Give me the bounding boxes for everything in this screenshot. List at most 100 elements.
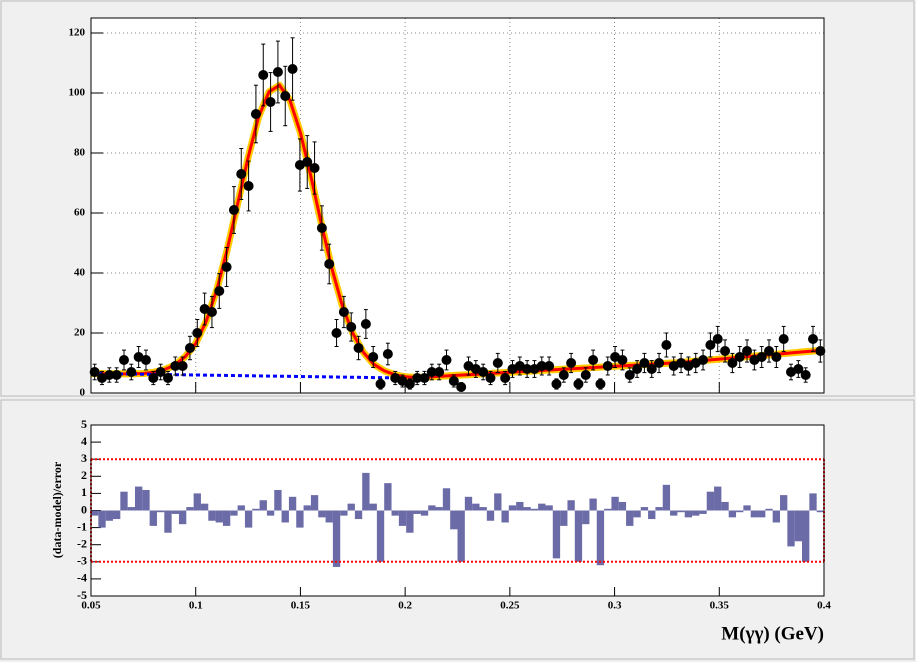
residual-bar bbox=[281, 510, 289, 523]
top-plot-area bbox=[91, 18, 824, 393]
data-point bbox=[221, 262, 232, 272]
data-point bbox=[793, 364, 804, 374]
data-point bbox=[111, 370, 122, 380]
residual-bar bbox=[457, 510, 465, 562]
x-tick-label: 0.4 bbox=[817, 600, 831, 612]
residual-bar bbox=[369, 503, 377, 511]
residual-bar bbox=[288, 496, 297, 511]
residual-bar bbox=[523, 507, 531, 511]
y-axis-label: (data-model)/error bbox=[50, 461, 64, 558]
data-point bbox=[522, 364, 533, 374]
residual-bar bbox=[618, 501, 627, 511]
residual-bar bbox=[596, 510, 605, 566]
data-point bbox=[573, 379, 584, 389]
residual-bar bbox=[809, 493, 817, 511]
data-point bbox=[162, 373, 173, 383]
residual-bar bbox=[200, 503, 209, 511]
y-tick-label: 4 bbox=[81, 434, 87, 448]
residual-bar bbox=[721, 501, 729, 511]
data-point bbox=[580, 370, 591, 380]
data-point bbox=[566, 358, 577, 368]
data-point bbox=[126, 367, 137, 377]
y-tick-label: 100 bbox=[69, 87, 86, 99]
data-point bbox=[500, 373, 511, 383]
residual-bar bbox=[252, 508, 260, 511]
data-point bbox=[720, 346, 731, 356]
data-point bbox=[734, 352, 745, 362]
data-point bbox=[228, 205, 239, 215]
residual-bar bbox=[178, 510, 187, 525]
data-point bbox=[705, 340, 716, 350]
data-point bbox=[771, 352, 782, 362]
data-point bbox=[441, 355, 452, 365]
data-point bbox=[426, 367, 437, 377]
data-point bbox=[250, 109, 261, 119]
data-point bbox=[280, 91, 291, 101]
data-point bbox=[551, 379, 562, 389]
data-point bbox=[478, 367, 489, 377]
data-point bbox=[346, 322, 357, 332]
data-point bbox=[360, 319, 371, 329]
data-point bbox=[800, 370, 811, 380]
residual-bar bbox=[244, 510, 253, 528]
residual-bar bbox=[479, 507, 487, 511]
residual-bar bbox=[560, 510, 568, 526]
y-tick-label: 60 bbox=[74, 207, 86, 219]
residual-bar bbox=[112, 510, 121, 520]
data-point bbox=[727, 358, 738, 368]
data-point bbox=[404, 379, 415, 389]
residual-bar bbox=[406, 510, 414, 533]
residual-bar bbox=[530, 508, 539, 511]
data-point bbox=[265, 97, 276, 107]
residual-bar bbox=[318, 510, 326, 518]
residual-bar bbox=[303, 505, 311, 511]
residual-bar bbox=[442, 488, 451, 511]
residual-bar bbox=[134, 486, 143, 511]
residual-bar bbox=[376, 510, 385, 562]
residual-bar bbox=[230, 510, 238, 516]
residual-bar bbox=[684, 510, 693, 518]
data-point bbox=[456, 382, 467, 392]
data-point bbox=[646, 364, 657, 374]
residual-bar bbox=[186, 507, 194, 511]
residual-bar bbox=[127, 507, 135, 511]
data-point bbox=[639, 358, 650, 368]
data-point bbox=[118, 355, 129, 365]
data-point bbox=[808, 334, 819, 344]
bottom-panel: -5 -4 -3 -2 -1 0 1 2 3 4 5 0.05 0.1 0.15 0.2 0.25 0.3 0.3… bbox=[77, 417, 831, 612]
y-tick-label: -1 bbox=[77, 519, 87, 533]
data-point bbox=[104, 370, 115, 380]
data-point bbox=[742, 346, 753, 356]
data-point bbox=[309, 163, 320, 173]
residual-bar bbox=[494, 493, 502, 511]
y-tick-label: 80 bbox=[74, 147, 86, 159]
residual-bar bbox=[648, 510, 656, 520]
y-tick-label: -3 bbox=[77, 554, 87, 568]
data-point bbox=[764, 346, 775, 356]
data-point bbox=[89, 367, 100, 377]
residual-bar bbox=[398, 510, 407, 526]
data-point bbox=[778, 334, 789, 344]
residual-bar bbox=[222, 510, 231, 526]
data-point bbox=[654, 358, 665, 368]
data-point bbox=[558, 370, 569, 380]
residual-bar bbox=[538, 503, 546, 511]
residual-bar bbox=[464, 496, 473, 511]
x-tick-label: 0.25 bbox=[500, 600, 520, 612]
x-tick-label: 0.35 bbox=[710, 600, 730, 612]
data-point bbox=[617, 355, 628, 365]
residual-bar bbox=[728, 510, 737, 518]
data-point bbox=[632, 364, 643, 374]
x-axis-label: M(γγ) (GeV) bbox=[721, 623, 824, 644]
y-tick-label: 0 bbox=[81, 502, 87, 516]
data-point bbox=[258, 70, 269, 80]
data-point bbox=[155, 367, 166, 377]
residual-bar bbox=[692, 510, 700, 516]
residual-bar bbox=[435, 507, 443, 511]
residual-bar bbox=[736, 510, 744, 513]
residual-bar bbox=[787, 510, 795, 547]
residual-bar bbox=[105, 510, 113, 521]
residual-bar bbox=[354, 510, 363, 520]
data-point bbox=[236, 169, 247, 179]
